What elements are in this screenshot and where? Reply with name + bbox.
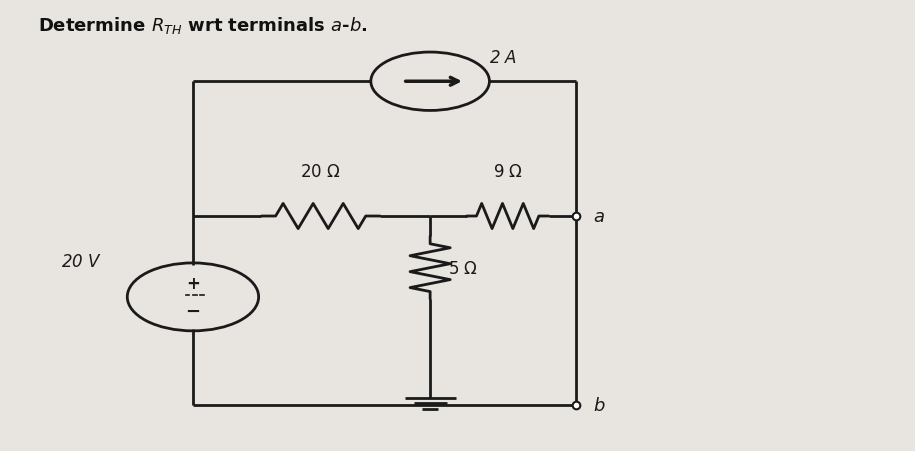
Text: −: − — [186, 303, 200, 321]
Text: 20 $\Omega$: 20 $\Omega$ — [300, 163, 341, 181]
Text: $a$: $a$ — [593, 207, 604, 226]
Text: +: + — [186, 275, 199, 293]
Text: $b$: $b$ — [593, 396, 605, 414]
Text: 20 $V$: 20 $V$ — [60, 253, 102, 270]
Text: 5 $\Omega$: 5 $\Omega$ — [448, 259, 479, 277]
Text: 2 $A$: 2 $A$ — [490, 48, 518, 66]
Text: Determine $R_{TH}$ wrt terminals $a$-$b$.: Determine $R_{TH}$ wrt terminals $a$-$b$… — [38, 15, 368, 36]
Text: 9 $\Omega$: 9 $\Omega$ — [492, 163, 522, 181]
